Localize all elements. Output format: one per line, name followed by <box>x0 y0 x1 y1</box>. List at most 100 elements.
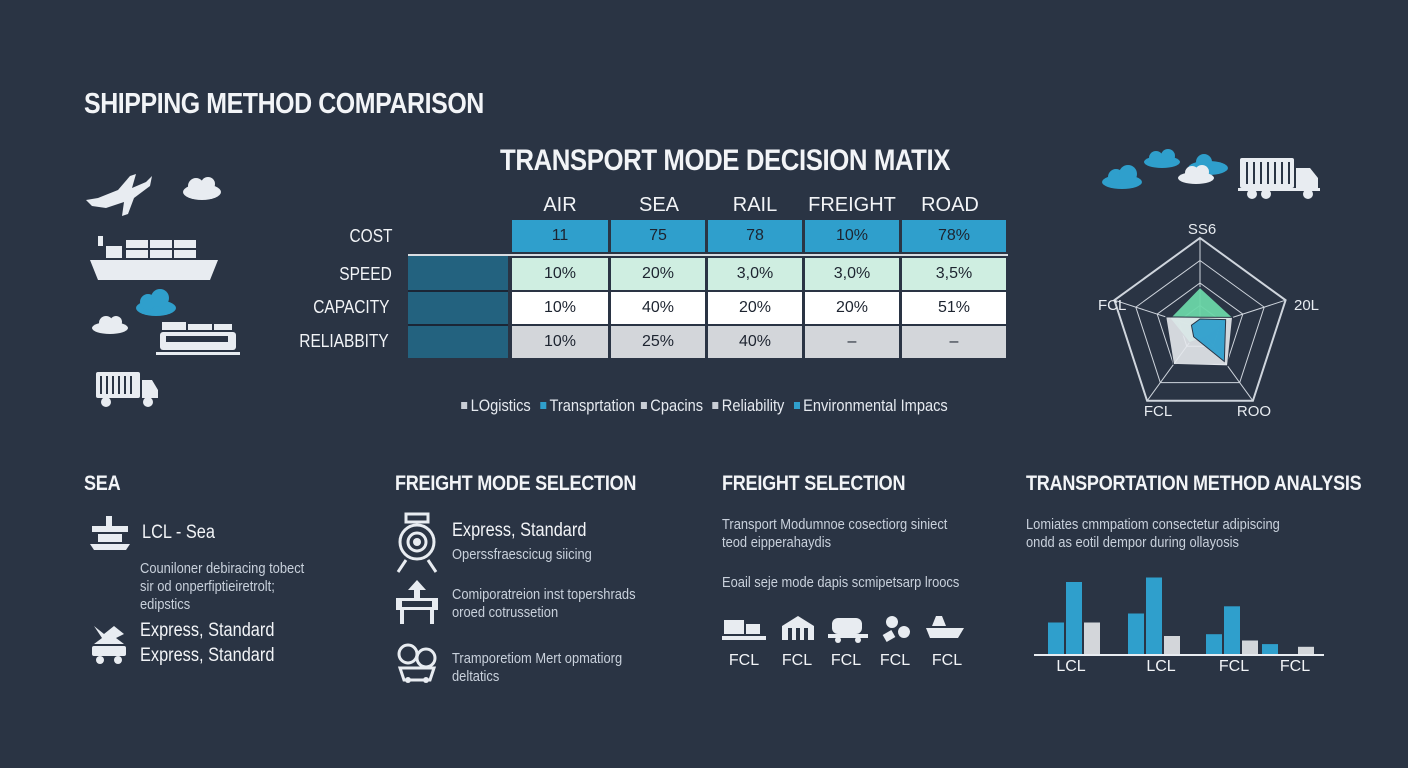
bar-blue-tall-2 <box>1224 606 1240 654</box>
bar-category-label: LCL <box>1056 658 1086 675</box>
cloud-icon <box>1144 149 1180 168</box>
matrix-cell-road-reliabbity: – <box>902 326 1006 358</box>
radar-ring <box>1113 236 1287 402</box>
row-label-capacity: CAPACITY <box>313 297 390 317</box>
sea-item-text: Couniloner debiracing tobect sir od onpe… <box>140 560 305 613</box>
radar-series-blue <box>1190 318 1227 363</box>
column-header-freight: FREIGHT <box>808 194 896 216</box>
freight-icon-label: FCL <box>781 652 813 669</box>
matrix-side-block <box>408 254 508 358</box>
radar-axis-label: FCL <box>1144 403 1172 420</box>
matrix-divider <box>408 290 508 292</box>
matrix-cell-air-cost: 11 <box>512 220 608 252</box>
truck-icon <box>96 372 158 407</box>
matrix-divider <box>408 254 1008 256</box>
truck-icon <box>722 620 766 640</box>
radar-axis-label: 20L <box>1294 297 1319 314</box>
bar-blue-short-3 <box>1262 644 1278 654</box>
bar-blue-tall-1 <box>1146 577 1162 654</box>
freight-mode-item2-text: Comiporatreion inst topershrads oroed co… <box>452 586 636 621</box>
legend-swatch <box>793 402 800 410</box>
freight-icon-label: FCL <box>879 652 911 669</box>
legend-item-reliability: Reliability <box>721 396 785 415</box>
column-header-rail: RAIL <box>732 194 778 216</box>
bar-blue-short-2 <box>1206 634 1222 654</box>
column-header-air: AIR <box>543 194 577 216</box>
cargo-ship-icon <box>90 236 218 280</box>
container-truck-icon <box>1238 158 1320 199</box>
matrix-cell-road-cost: 78% <box>902 220 1006 252</box>
matrix-cell-road-capacity: 51% <box>902 292 1006 324</box>
bar-blue-short-1 <box>1128 613 1144 654</box>
bar-grey-2 <box>1242 640 1258 654</box>
matrix-cell-rail-speed: 3,0% <box>708 258 802 290</box>
row-label-reliability: RELIABBITY <box>299 331 389 351</box>
section-title-analysis: TRANSPORTATION METHOD ANALYSIS <box>1026 472 1362 495</box>
matrix-cell-freight-capacity: 20% <box>805 292 899 324</box>
radar-chart: SS6 20L ROO FCL FCL <box>1098 221 1319 420</box>
matrix-cell-sea-cost: 75 <box>611 220 705 252</box>
train-front-icon <box>396 512 438 573</box>
bar-blue-tall-0 <box>1066 582 1082 654</box>
drone-icon <box>397 643 437 683</box>
freight-icon-label: FCL <box>931 652 963 669</box>
sea-item-title: LCL - Sea <box>142 522 215 543</box>
matrix-title: TRANSPORT MODE DECISION MATIX <box>500 144 951 177</box>
top-right-icons <box>1102 149 1320 199</box>
matrix-cell-freight-speed: 3,0% <box>805 258 899 290</box>
freight-selection-text: Transport Modumnoe cosectiorg siniect te… <box>722 516 948 551</box>
matrix-cell-sea-capacity: 40% <box>611 292 705 324</box>
warehouse-icon <box>782 616 814 640</box>
bar-grey-0 <box>1084 622 1100 654</box>
matrix-cell-air-reliabbity: 10% <box>512 326 608 358</box>
bar-category-label: FCL <box>1279 658 1311 675</box>
matrix-legend: LOgistics Transprtation Cpacins Reliabil… <box>456 396 948 416</box>
forklift-icon <box>396 580 438 624</box>
matrix-cell-sea-speed: 20% <box>611 258 705 290</box>
matrix-cell-freight-cost: 10% <box>805 220 899 252</box>
analysis-bar-chart <box>1034 577 1324 656</box>
legend-item-environmental: Environmental Impacs <box>803 396 948 415</box>
bar-category-label: LCL <box>1146 658 1176 675</box>
freight-icon-label: FCL <box>728 652 760 669</box>
matrix-cell-road-speed: 3,5% <box>902 258 1006 290</box>
section-title-freight-mode: FREIGHT MODE SELECTION <box>395 472 637 495</box>
airplane-icon <box>86 174 152 216</box>
cloud-icon <box>183 177 221 200</box>
freight-icons-row <box>722 616 964 643</box>
freight-icon-label: FCL <box>830 652 862 669</box>
matrix-cell-air-capacity: 10% <box>512 292 608 324</box>
freight-mode-item-title: Express, Standard <box>452 520 587 541</box>
legend-swatch <box>461 402 468 410</box>
section-title-sea: SEA <box>84 472 121 495</box>
bar-category-label: FCL <box>1218 658 1250 675</box>
matrix-divider <box>408 324 508 326</box>
legend-item-logistics: LOgistics <box>470 396 531 415</box>
bar-blue-short-0 <box>1048 622 1064 654</box>
bar-grey-1 <box>1164 636 1180 654</box>
row-label-speed: SPEED <box>339 264 392 284</box>
column-header-road: ROAD <box>921 194 979 216</box>
column-header-sea: SEA <box>638 194 680 216</box>
boat-icon <box>926 616 964 638</box>
matrix-cell-air-speed: 10% <box>512 258 608 290</box>
sea-item2-line1: Express, Standard <box>140 620 275 641</box>
cloud-icon <box>1178 154 1228 184</box>
section-title-freight-selection: FREIGHT SELECTION <box>722 472 906 495</box>
legend-swatch <box>640 402 647 410</box>
radar-axis-label: FCL <box>1098 297 1126 314</box>
matrix-cell-sea-reliabbity: 25% <box>611 326 705 358</box>
cloud-icon <box>92 289 176 334</box>
cloud-icon <box>1102 165 1142 189</box>
van-icon <box>828 618 868 643</box>
matrix-cell-rail-reliabbity: 40% <box>708 326 802 358</box>
decision-matrix-table: 11 75 78 10% 78% 10% 20% 3,0% 3,0% 3,5% 10% 40% 20% 2… <box>408 220 1008 360</box>
freight-mode-item-text: Operssfraescicug siicing <box>452 546 592 563</box>
freight-selection-text2: Eoail seje mode dapis scmipetsarp lroocs <box>722 574 960 591</box>
matrix-cell-freight-reliabbity: – <box>805 326 899 358</box>
freight-mode-item3-text: Tramporetiom Mert opmatiorg deltatics <box>452 650 623 685</box>
radar-axis-label: SS6 <box>1188 221 1216 238</box>
matrix-cell-rail-capacity: 20% <box>708 292 802 324</box>
legend-item-transportation: Transprtation <box>549 396 636 415</box>
vehicle-icon <box>92 626 126 664</box>
